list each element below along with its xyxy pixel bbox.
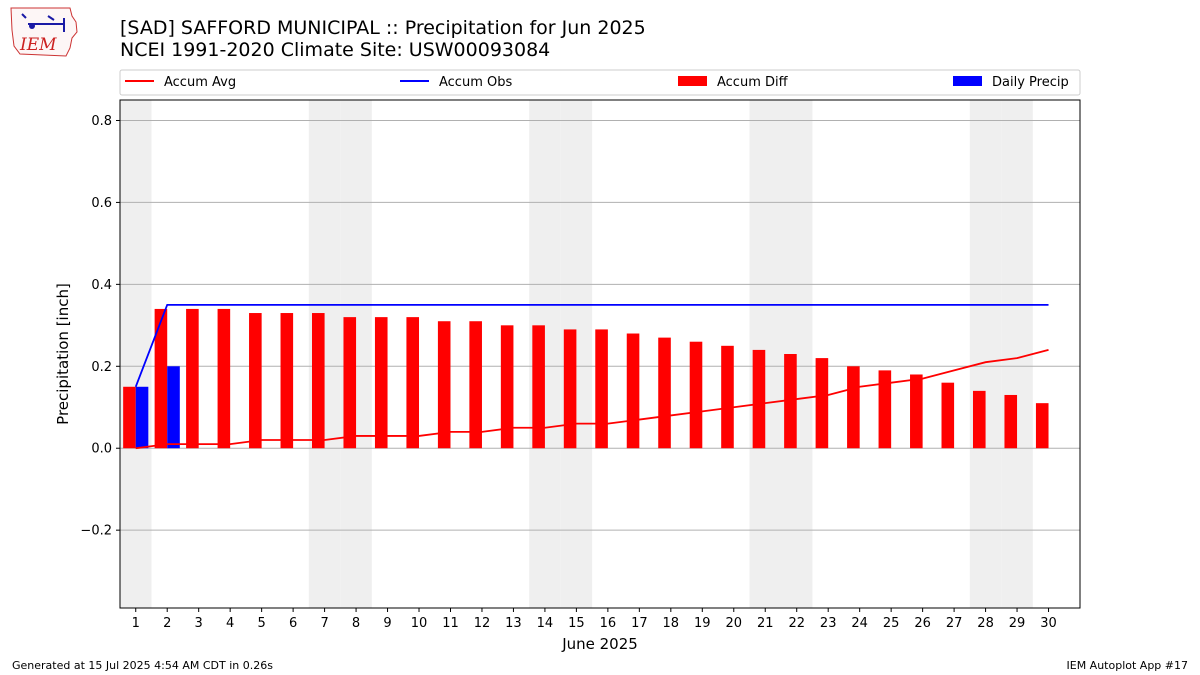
x-tick-label: 28	[977, 616, 994, 631]
x-tick-label: 6	[289, 616, 297, 631]
accum-diff-bar	[123, 386, 136, 449]
accum-diff-bar	[469, 321, 482, 449]
legend-accum-obs-label: Accum Obs	[439, 75, 512, 90]
x-tick-label: 24	[851, 616, 868, 631]
logo-text: IEM	[19, 35, 57, 55]
accum-diff-bar	[878, 370, 892, 449]
legend-box	[119, 69, 1081, 96]
iem-logo: IEM	[10, 7, 78, 57]
x-tick-label: 27	[946, 616, 963, 631]
x-tick-label: 15	[568, 616, 585, 631]
y-axis-label: Precipitation [inch]	[54, 283, 72, 425]
y-tick-label: 0.4	[91, 278, 112, 293]
legend-daily-precip-swatch	[953, 76, 982, 86]
accum-diff-bar	[784, 354, 797, 449]
x-tick-label: 5	[257, 616, 265, 631]
x-tick-label: 12	[474, 616, 491, 631]
accum-diff-bar	[1004, 394, 1018, 449]
x-tick-label: 13	[505, 616, 522, 631]
accum-diff-bar	[186, 308, 199, 449]
x-tick-label: 30	[1040, 616, 1057, 631]
accum-diff-bar	[941, 382, 955, 449]
accum-diff-bar	[406, 317, 420, 449]
x-tick-label: 3	[195, 616, 203, 631]
accum-diff-bar	[1035, 403, 1049, 449]
x-tick-label: 22	[788, 616, 805, 631]
accum-diff-bar	[595, 329, 608, 449]
y-tick-label: 0.0	[91, 442, 112, 457]
x-tick-label: 7	[320, 616, 328, 631]
x-tick-label: 16	[600, 616, 617, 631]
accum-diff-bar	[658, 337, 671, 449]
accum-diff-bar	[532, 325, 545, 449]
x-tick-label: 17	[631, 616, 648, 631]
x-tick-label: 11	[442, 616, 459, 631]
x-tick-label: 20	[725, 616, 742, 631]
legend-accum-avg-label: Accum Avg	[164, 75, 236, 90]
accum-diff-bar	[312, 313, 325, 449]
x-tick-label: 25	[883, 616, 900, 631]
x-tick-label: 2	[163, 616, 171, 631]
iowa-outline-icon	[10, 7, 78, 57]
daily-precip-bar	[135, 386, 149, 449]
y-tick-label: 0.2	[91, 360, 112, 375]
accum-diff-bar	[689, 341, 703, 449]
accum-diff-bar	[847, 366, 860, 449]
y-tick-label: 0.8	[91, 114, 112, 129]
y-tick-label: −0.2	[80, 524, 112, 539]
accum-diff-bar	[437, 321, 451, 449]
accum-diff-bar	[626, 333, 640, 449]
plot-frame	[119, 99, 1081, 609]
accum-diff-bar	[910, 374, 923, 449]
weekend-shade	[1001, 100, 1033, 608]
weekend-shade	[120, 100, 152, 608]
legend-accum-diff-swatch	[678, 76, 707, 86]
x-tick-label: 18	[663, 616, 680, 631]
accum-diff-bar	[972, 390, 986, 449]
chart-subtitle: NCEI 1991-2020 Climate Site: USW00093084	[120, 39, 551, 61]
x-tick-label: 14	[537, 616, 554, 631]
app-credit: IEM Autoplot App #17	[1066, 659, 1189, 672]
weather-symbols-icon	[21, 13, 65, 32]
accum-diff-bar	[154, 308, 168, 449]
y-tick-label: 0.6	[91, 196, 112, 211]
legend-daily-precip-label: Daily Precip	[992, 75, 1069, 90]
accum-diff-bar	[721, 345, 734, 449]
daily-precip-bar	[167, 366, 180, 449]
legend: Accum Avg Accum Obs Accum Diff Daily Precip	[119, 69, 1081, 96]
x-tick-label: 21	[757, 616, 774, 631]
accum-diff-bar	[280, 313, 294, 449]
accum-diff-bar	[217, 308, 231, 449]
accum-avg-line	[135, 349, 1049, 450]
legend-accum-diff-label: Accum Diff	[717, 75, 789, 90]
x-tick-label: 1	[132, 616, 140, 631]
accum-diff-bar	[374, 317, 388, 449]
x-tick-label: 9	[383, 616, 391, 631]
chart-title: [SAD] SAFFORD MUNICIPAL :: Precipitation…	[120, 17, 646, 39]
accum-diff-bar	[563, 329, 577, 449]
accum-obs-line	[134, 303, 1049, 388]
accum-diff-bar	[815, 358, 829, 449]
accum-diff-bar	[500, 325, 514, 449]
x-tick-label: 26	[914, 616, 931, 631]
accum-diff-bar	[752, 349, 766, 449]
x-tick-label: 19	[694, 616, 711, 631]
weather-dot-icon	[29, 23, 35, 29]
accum-diff-bar	[343, 317, 357, 449]
x-axis-label: June 2025	[561, 635, 638, 653]
x-tick-label: 29	[1009, 616, 1026, 631]
x-tick-label: 8	[352, 616, 360, 631]
x-tick-label: 23	[820, 616, 837, 631]
generated-timestamp: Generated at 15 Jul 2025 4:54 AM CDT in …	[12, 659, 273, 672]
accum-diff-bar	[249, 313, 262, 449]
x-tick-label: 10	[411, 616, 428, 631]
x-tick-label: 4	[226, 616, 234, 631]
weekend-shade	[969, 100, 1002, 608]
